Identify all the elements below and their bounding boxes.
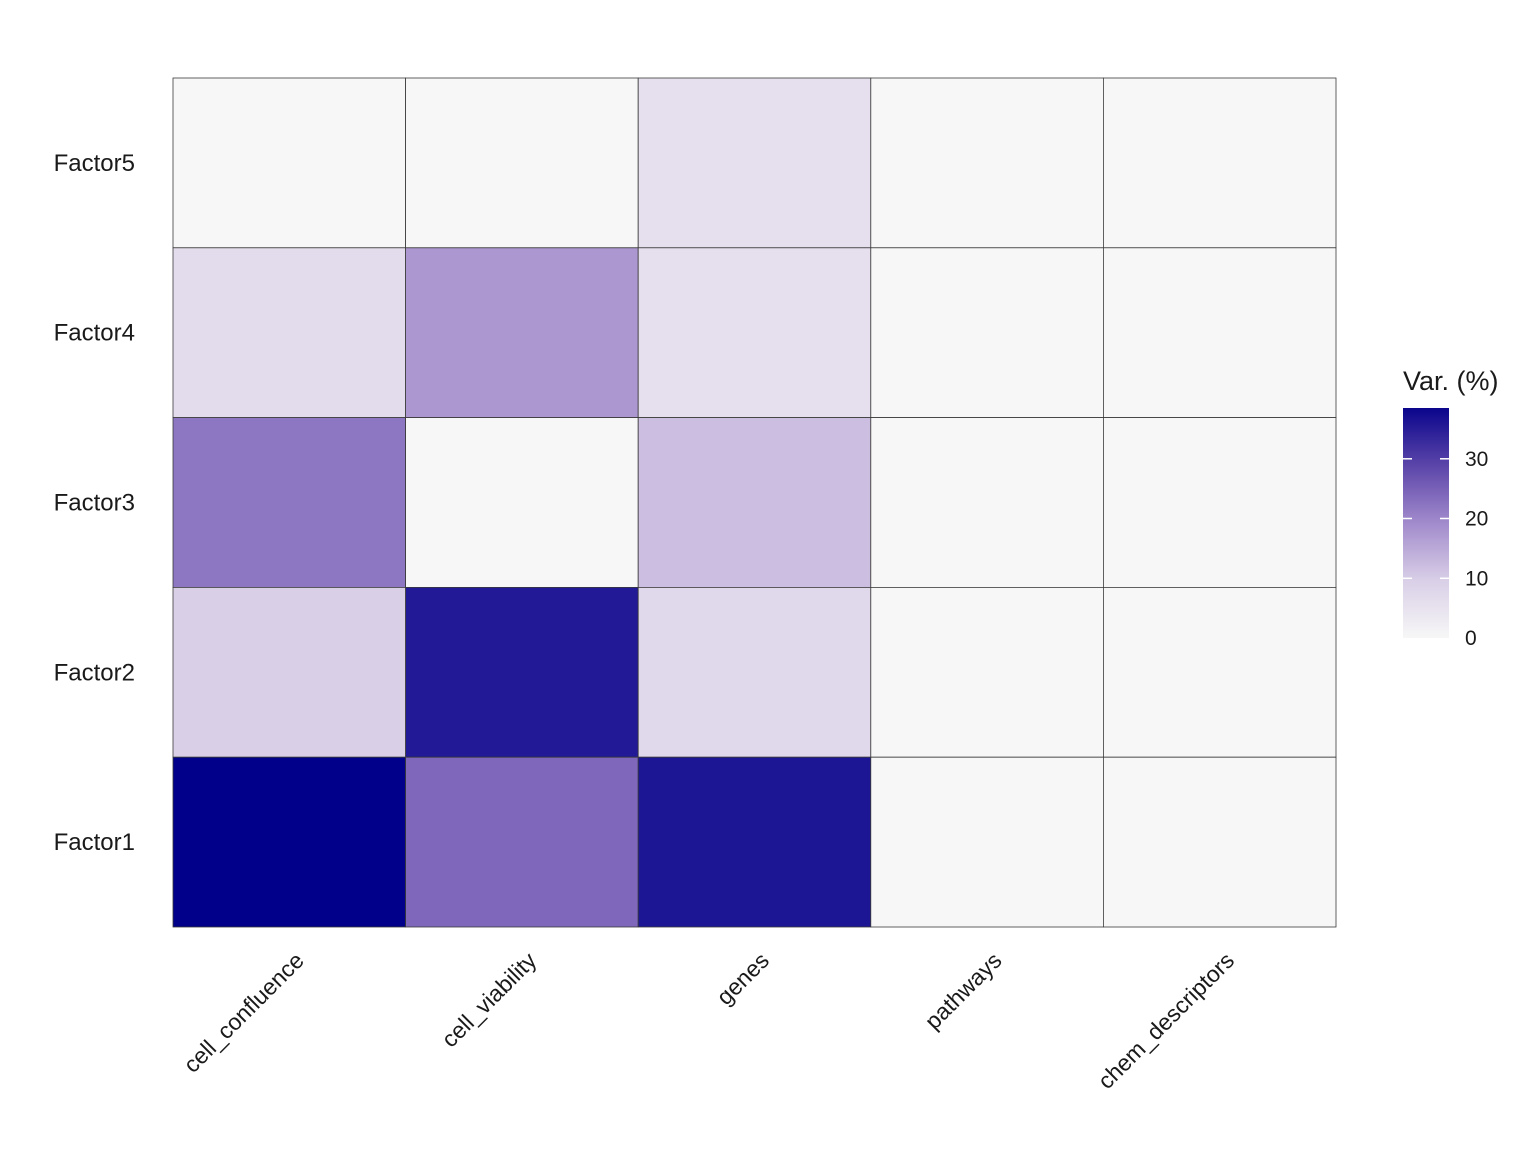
x-axis-labels: cell_confluence cell_viability genes pathwa… <box>178 947 1239 1094</box>
heatmap-cell-Factor4-cell_viability <box>405 247 639 419</box>
heatmap-cell-Factor1-cell_viability <box>405 756 639 928</box>
y-axis-labels: Factor5 Factor4 Factor3 Factor2 Factor1 <box>54 150 135 856</box>
heatmap-cell-Factor1-cell_confluence <box>172 756 407 928</box>
color-legend: Var. (%) 0 10 20 30 <box>1403 366 1499 650</box>
heatmap-cell-Factor1-chem_descriptors <box>1103 756 1337 928</box>
y-label-factor2: Factor2 <box>54 659 135 686</box>
x-label-cell-viability: cell_viability <box>436 947 542 1053</box>
legend-tick-label-20: 20 <box>1465 508 1488 531</box>
heatmap-cell-Factor2-cell_confluence <box>172 587 407 758</box>
y-label-factor1: Factor1 <box>54 829 135 856</box>
legend-tick-label-0: 0 <box>1465 627 1477 650</box>
heatmap-cell-Factor1-pathways <box>870 756 1104 928</box>
heatmap-cell-Factor1-genes <box>637 756 872 928</box>
legend-tick-label-10: 10 <box>1465 567 1488 590</box>
x-label-pathways: pathways <box>920 947 1007 1034</box>
y-label-factor4: Factor4 <box>54 320 135 347</box>
heatmap-cell-Factor5-cell_confluence <box>172 77 407 249</box>
y-label-factor5: Factor5 <box>54 150 135 177</box>
x-label-genes: genes <box>711 947 774 1010</box>
x-label-chem-descriptors: chem_descriptors <box>1092 947 1239 1094</box>
heatmap-cell-Factor5-genes <box>637 77 872 249</box>
heatmap-cells <box>172 77 1337 928</box>
heatmap-cell-Factor3-pathways <box>870 417 1104 588</box>
heatmap-cell-Factor2-pathways <box>870 587 1104 758</box>
legend-colorbar <box>1403 408 1449 638</box>
heatmap-cell-Factor5-cell_viability <box>405 77 639 249</box>
heatmap-cell-Factor4-genes <box>637 247 872 419</box>
heatmap-cell-Factor3-chem_descriptors <box>1103 417 1337 588</box>
heatmap-cell-Factor5-chem_descriptors <box>1103 77 1337 249</box>
heatmap-cell-Factor3-genes <box>637 417 872 588</box>
heatmap-cell-Factor5-pathways <box>870 77 1104 249</box>
y-label-factor3: Factor3 <box>54 490 135 517</box>
legend-ticks: 0 10 20 30 <box>1403 448 1488 650</box>
heatmap-cell-Factor3-cell_viability <box>405 417 639 588</box>
heatmap-cell-Factor4-cell_confluence <box>172 247 407 419</box>
legend-title: Var. (%) <box>1403 366 1499 396</box>
heatmap-cell-Factor3-cell_confluence <box>172 417 407 588</box>
heatmap-cell-Factor4-pathways <box>870 247 1104 419</box>
heatmap-cell-Factor2-chem_descriptors <box>1103 587 1337 758</box>
x-label-cell-confluence: cell_confluence <box>178 947 309 1078</box>
heatmap-cell-Factor2-genes <box>637 587 872 758</box>
legend-tick-label-30: 30 <box>1465 448 1488 471</box>
heatmap-cell-Factor4-chem_descriptors <box>1103 247 1337 419</box>
heatmap-cell-Factor2-cell_viability <box>405 587 639 758</box>
